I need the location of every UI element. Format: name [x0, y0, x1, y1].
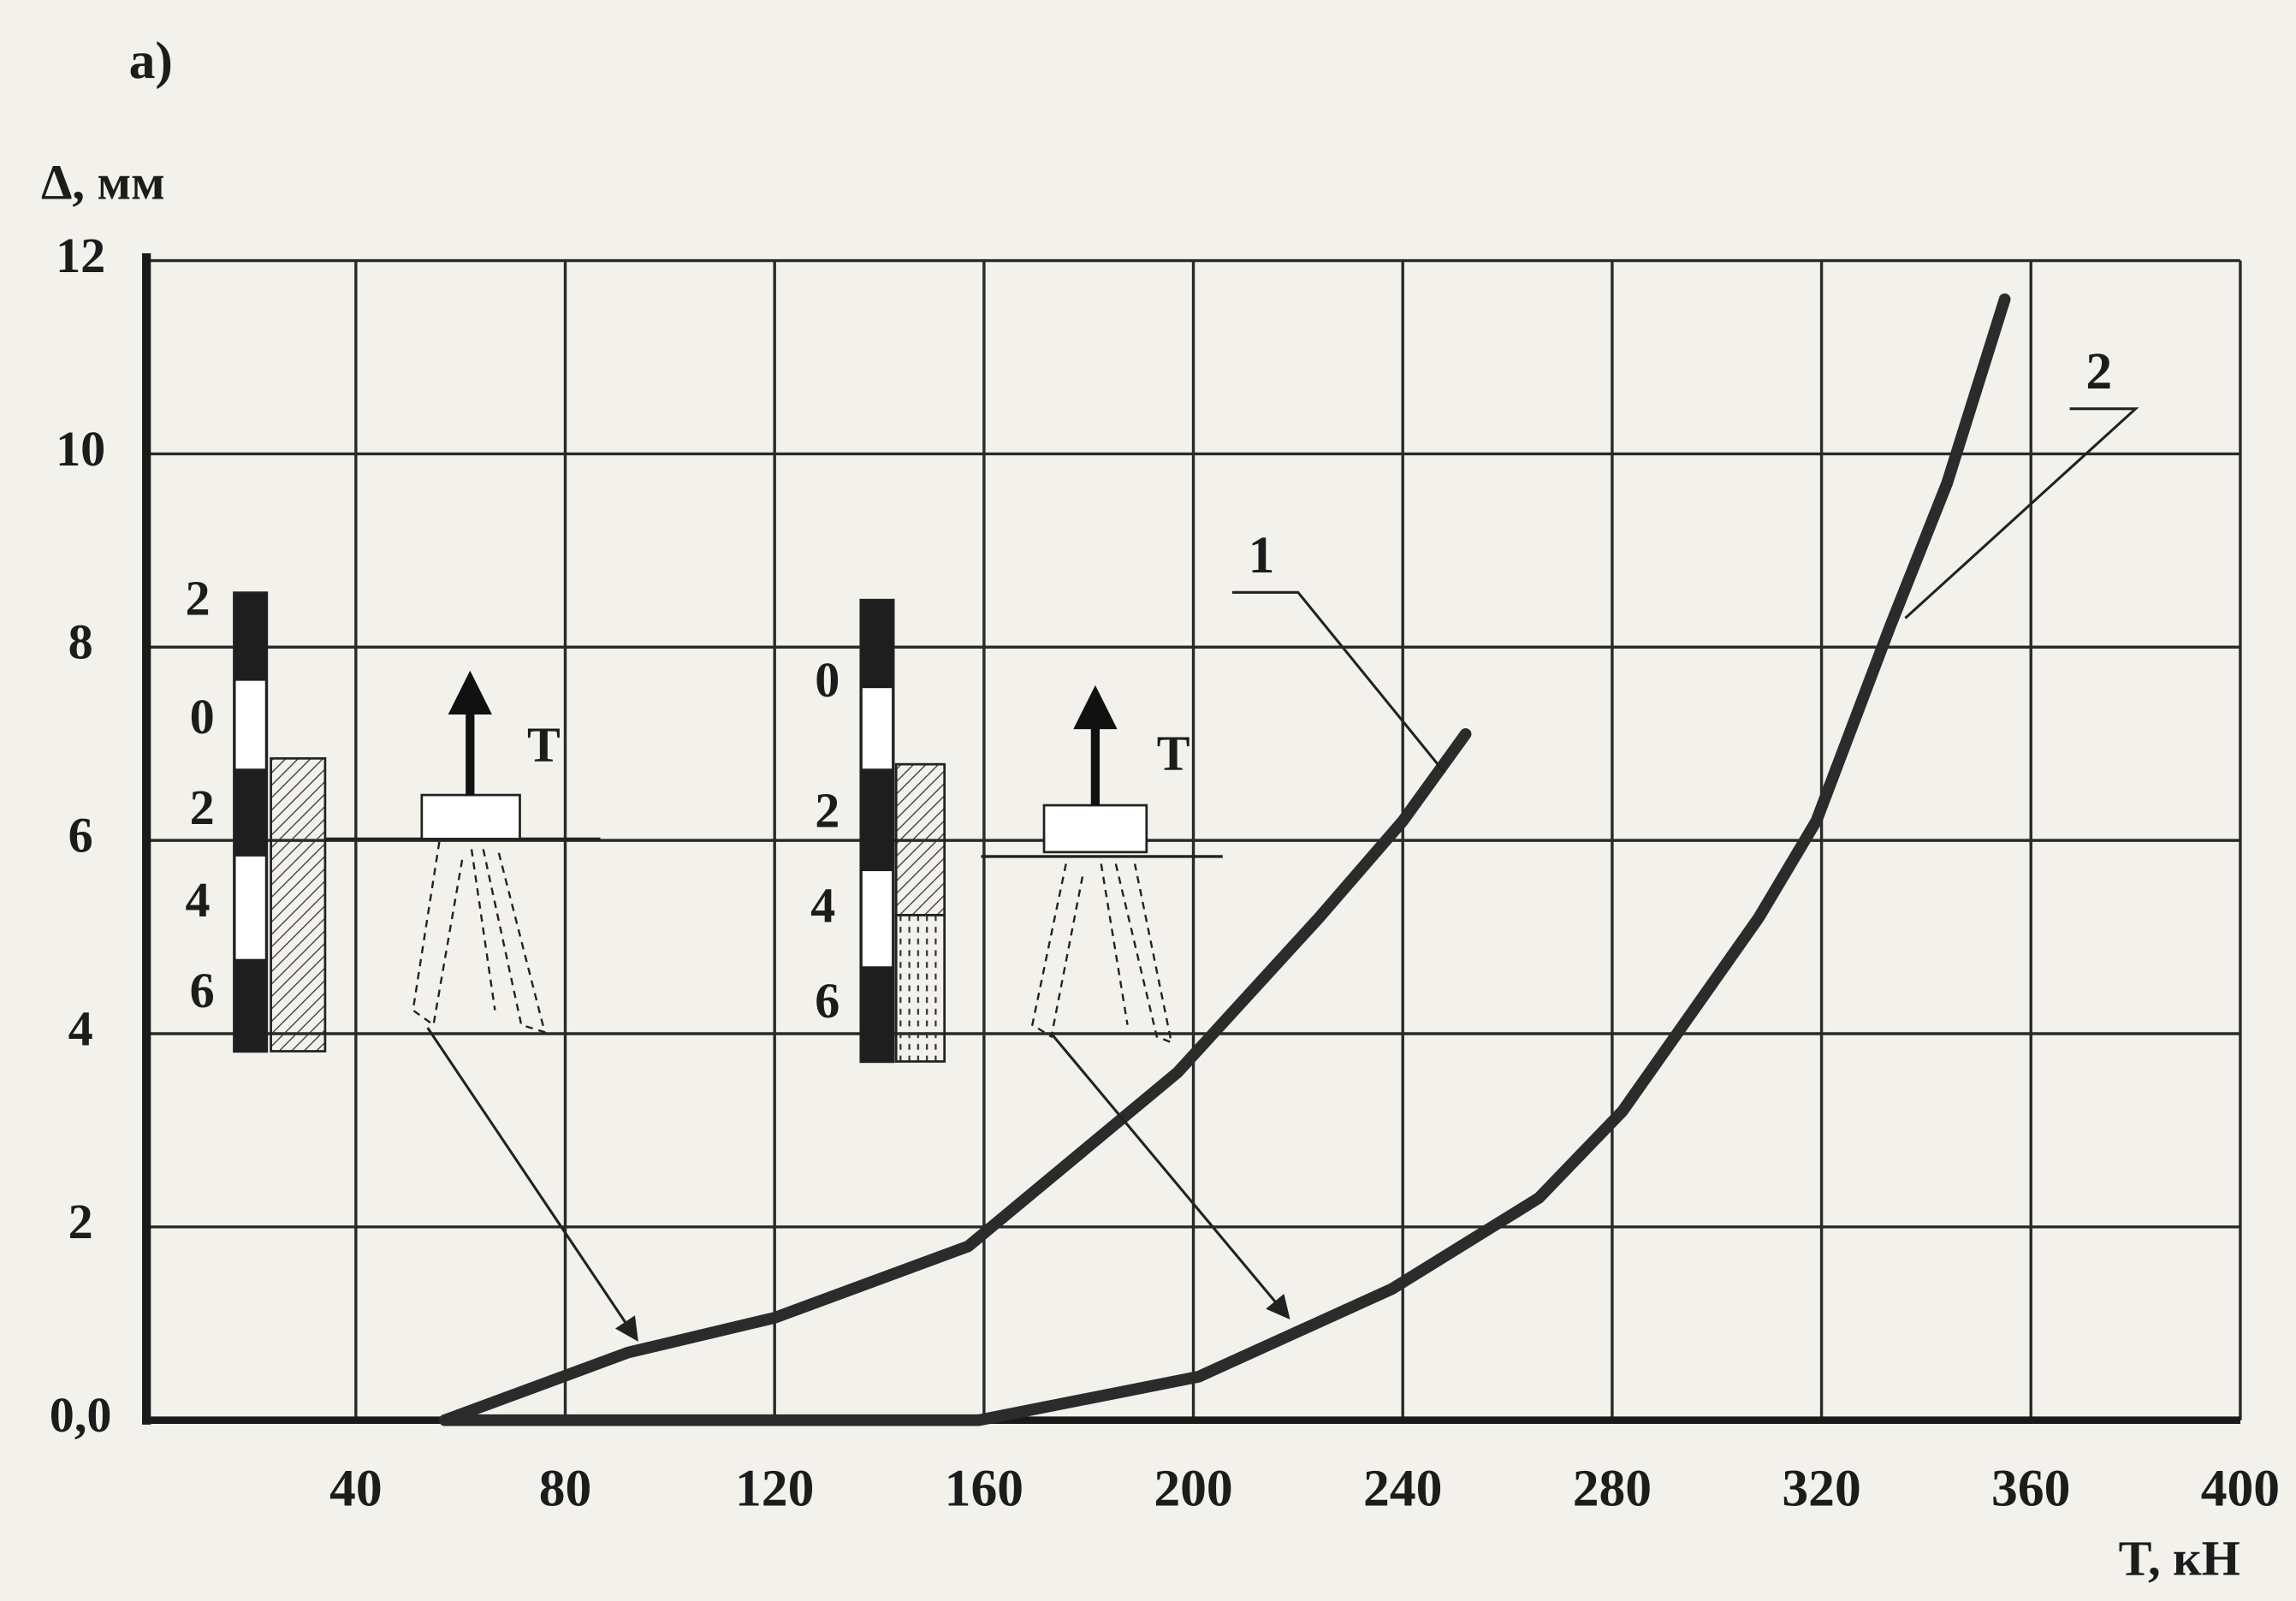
chart: 0,02468101240801201602002402803203604001… [0, 0, 2296, 1601]
force-arrow-head [1073, 685, 1117, 729]
inset-1: T 2 0 2 4 6 [186, 570, 638, 1339]
scale-bar-segment [234, 959, 267, 1052]
x-tick-label: 320 [1782, 1459, 1860, 1517]
piles [413, 842, 545, 1032]
x-tick-label: 120 [735, 1459, 814, 1517]
scale-label: 6 [815, 973, 839, 1029]
curve [445, 734, 1466, 1420]
pointer-arrow [428, 1028, 638, 1339]
scale-bar-segment [234, 593, 267, 681]
x-tick-label: 80 [539, 1459, 592, 1517]
x-tick-label: 400 [2201, 1459, 2280, 1517]
x-axis-label: T, кН [2119, 1531, 2240, 1586]
soil-layer [896, 764, 944, 915]
leader-line [1232, 592, 1445, 773]
force-label: T [527, 716, 561, 772]
force-arrow-head [448, 671, 492, 715]
x-tick-label: 160 [945, 1459, 1023, 1517]
y-tick-label: 2 [68, 1194, 93, 1249]
soil-layer [271, 758, 325, 1051]
scale-label: 2 [190, 780, 215, 835]
force-label: T [1157, 726, 1190, 781]
curve-label: 1 [1249, 526, 1275, 584]
y-tick-label: 10 [56, 421, 105, 477]
y-tick-label: 0,0 [50, 1387, 112, 1443]
footing [422, 795, 520, 839]
scale-label: 4 [810, 878, 835, 934]
footing [1044, 805, 1147, 852]
y-tick-label: 12 [56, 228, 105, 283]
soil-layer [896, 915, 944, 1061]
scale-label: 6 [190, 963, 215, 1018]
scale-label: 2 [815, 782, 839, 838]
piles [1032, 864, 1172, 1043]
panel-label: а) [129, 32, 173, 90]
y-axis-label: Δ, мм [41, 154, 165, 210]
scale-label: 0 [190, 689, 215, 744]
scale-label: 0 [815, 652, 839, 708]
scale-label: 4 [186, 872, 211, 928]
y-tick-label: 6 [68, 807, 93, 863]
curve-label: 2 [2085, 342, 2112, 400]
scale-label: 2 [186, 570, 211, 626]
x-tick-label: 240 [1363, 1459, 1442, 1517]
scale-bar-segment [861, 601, 893, 689]
y-tick-label: 8 [68, 614, 93, 670]
x-tick-label: 280 [1573, 1459, 1652, 1517]
x-tick-label: 40 [329, 1459, 383, 1517]
curve [445, 299, 2005, 1420]
y-tick-label: 4 [68, 1000, 93, 1056]
scale-bar-segment [861, 966, 893, 1061]
inset-2: T 0 2 4 6 [810, 601, 1289, 1318]
scale-bar-segment [861, 768, 893, 871]
x-tick-label: 360 [1991, 1459, 2070, 1517]
scale-bar-segment [234, 768, 267, 857]
x-tick-label: 200 [1154, 1459, 1232, 1517]
